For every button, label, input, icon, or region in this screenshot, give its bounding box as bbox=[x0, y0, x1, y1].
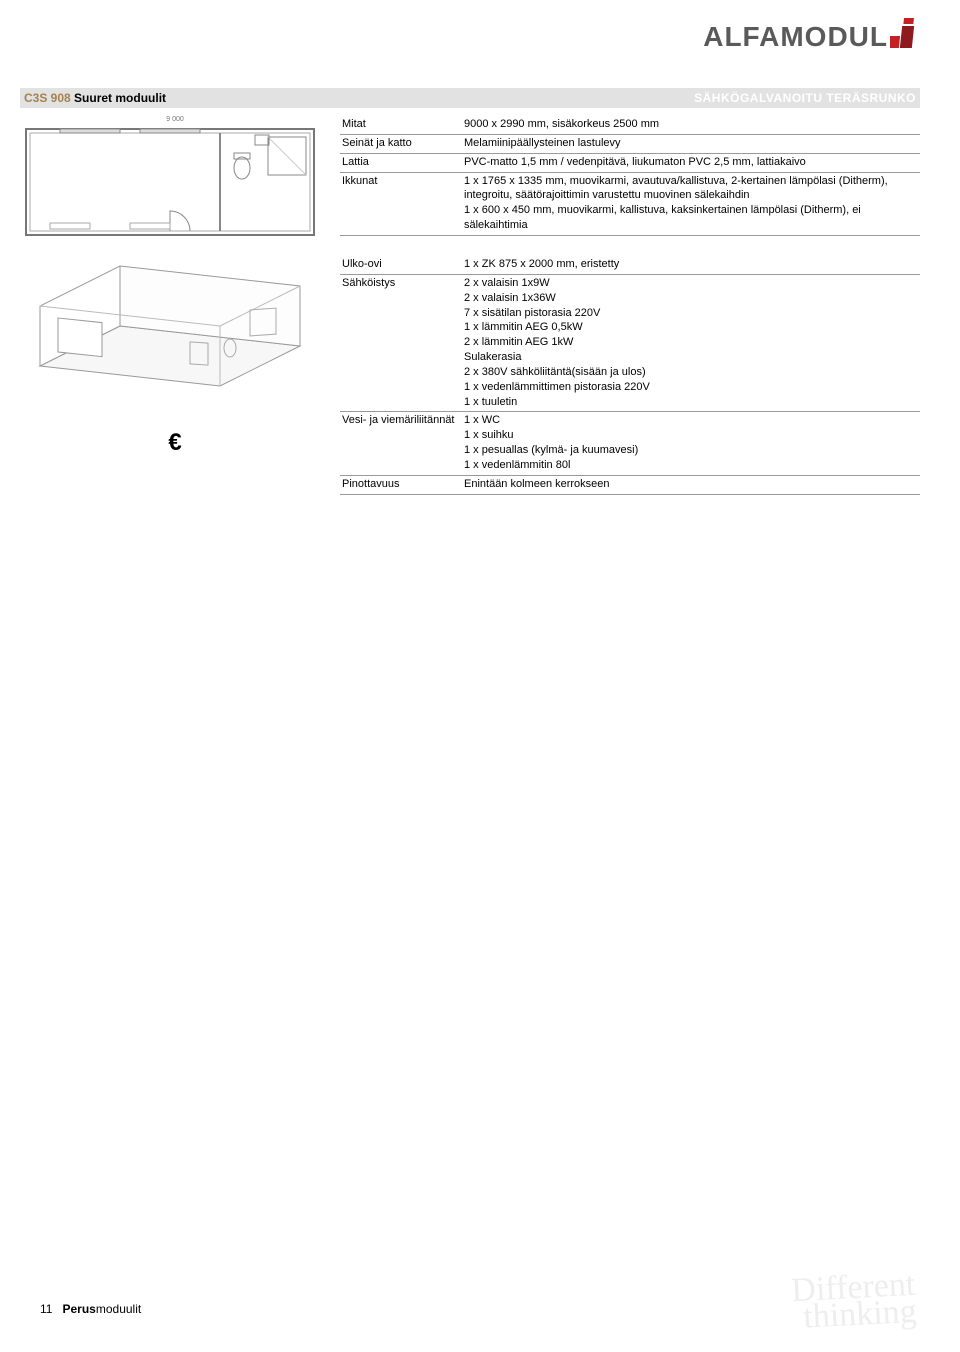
spec-table-1: Mitat9000 x 2990 mm, sisäkorkeus 2500 mm… bbox=[340, 116, 920, 236]
spec-block-1: 9 000 bbox=[20, 116, 920, 244]
spec-value: 1 x 1765 x 1335 mm, muovikarmi, avautuva… bbox=[462, 172, 920, 235]
spec-label: Ulko-ovi bbox=[340, 256, 462, 274]
watermark: Different thinking bbox=[791, 1270, 918, 1331]
table-row: Vesi- ja viemäriliitännät1 x WC1 x suihk… bbox=[340, 412, 920, 475]
logo-mark-icon bbox=[890, 18, 920, 51]
brand-logo: ALFAMODUL bbox=[703, 18, 920, 53]
page-number: 11 bbox=[40, 1302, 52, 1316]
spec-label: Mitat bbox=[340, 116, 462, 134]
spec-label: Pinottavuus bbox=[340, 475, 462, 494]
price-euro: € bbox=[20, 429, 330, 457]
product-code: C3S 908 bbox=[24, 91, 71, 105]
table-row: Ikkunat1 x 1765 x 1335 mm, muovikarmi, a… bbox=[340, 172, 920, 235]
spec-value: 2 x valaisin 1x9W2 x valaisin 1x36W7 x s… bbox=[462, 274, 920, 412]
spec-value: Melamiinipäällysteinen lastulevy bbox=[462, 134, 920, 153]
title-bar: C3S 908 Suuret moduulit SÄHKÖGALVANOITU … bbox=[20, 88, 920, 108]
spec-block-2: € Ulko-ovi1 x ZK 875 x 2000 mm, eristett… bbox=[20, 256, 920, 495]
table-row: PinottavuusEnintään kolmeen kerrokseen bbox=[340, 475, 920, 494]
page-footer: 11 Perusmoduulit bbox=[40, 1302, 141, 1316]
floorplan-svg bbox=[20, 123, 320, 241]
table-row: Sähköistys2 x valaisin 1x9W2 x valaisin … bbox=[340, 274, 920, 412]
table-row: Seinät ja kattoMelamiinipäällysteinen la… bbox=[340, 134, 920, 153]
footer-title-bold: Perus bbox=[62, 1302, 95, 1316]
title-left: C3S 908 Suuret moduulit bbox=[24, 91, 166, 105]
spec-label: Ikkunat bbox=[340, 172, 462, 235]
spec-label: Sähköistys bbox=[340, 274, 462, 412]
table-row: Ulko-ovi1 x ZK 875 x 2000 mm, eristetty bbox=[340, 256, 920, 274]
table-row: LattiaPVC-matto 1,5 mm / vedenpitävä, li… bbox=[340, 153, 920, 172]
spec-label: Lattia bbox=[340, 153, 462, 172]
isometric-figure bbox=[20, 256, 330, 409]
spec-label: Seinät ja katto bbox=[340, 134, 462, 153]
spec-label: Vesi- ja viemäriliitännät bbox=[340, 412, 462, 475]
spec-value: 1 x WC1 x suihku1 x pesuallas (kylmä- ja… bbox=[462, 412, 920, 475]
spec-value: Enintään kolmeen kerrokseen bbox=[462, 475, 920, 494]
spec-table-2: Ulko-ovi1 x ZK 875 x 2000 mm, eristettyS… bbox=[340, 256, 920, 495]
watermark-line2: thinking bbox=[792, 1298, 917, 1332]
spec-value: PVC-matto 1,5 mm / vedenpitävä, liukumat… bbox=[462, 153, 920, 172]
title-right: SÄHKÖGALVANOITU TERÄSRUNKO bbox=[694, 91, 916, 105]
product-name: Suuret moduulit bbox=[74, 91, 166, 105]
table-row: Mitat9000 x 2990 mm, sisäkorkeus 2500 mm bbox=[340, 116, 920, 134]
floorplan-figure: 9 000 bbox=[20, 116, 330, 244]
floorplan-dim-top: 9 000 bbox=[20, 116, 330, 123]
footer-title-rest: moduulit bbox=[96, 1302, 141, 1316]
spec-value: 9000 x 2990 mm, sisäkorkeus 2500 mm bbox=[462, 116, 920, 134]
spec-value: 1 x ZK 875 x 2000 mm, eristetty bbox=[462, 256, 920, 274]
logo-text: ALFAMODUL bbox=[703, 21, 888, 53]
